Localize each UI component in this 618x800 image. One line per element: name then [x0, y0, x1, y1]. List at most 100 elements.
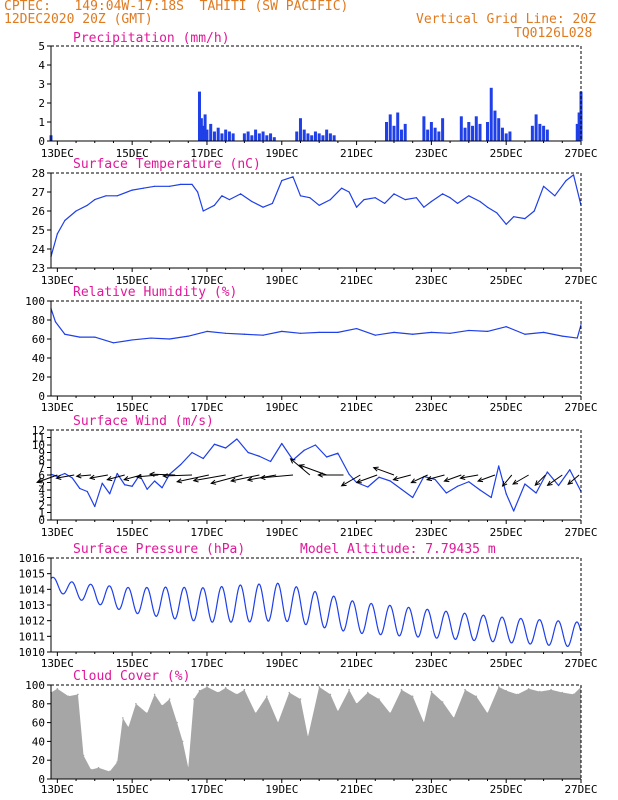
cloud-cover-point — [441, 701, 444, 703]
series-point — [131, 189, 133, 191]
wind-vector-head — [75, 473, 82, 479]
precip-bar — [199, 118, 203, 141]
x-tick-label: 23DEC — [415, 274, 448, 287]
x-tick-label: 25DEC — [490, 783, 523, 796]
precip-bar — [203, 114, 207, 141]
cloud-cover-point — [116, 761, 119, 763]
cloud-cover-point — [516, 693, 519, 696]
series-point — [412, 333, 414, 335]
cloud-cover-point — [561, 691, 564, 694]
y-tick-label: 4 — [38, 484, 45, 497]
y-tick-label: 40 — [32, 352, 45, 365]
y-tick-label: 100 — [25, 679, 45, 692]
series-line — [50, 174, 582, 257]
y-tick-label: 0 — [38, 514, 45, 527]
precip-bar — [489, 87, 493, 141]
series-point — [430, 200, 432, 203]
x-tick-label: 17DEC — [190, 783, 223, 796]
cloud-cover-point — [187, 766, 190, 769]
panel-2: 23 24 25 26 27 28 13DEC 15DEC 17DEC 19DEC 21DEC 23D… — [32, 157, 598, 287]
x-tick-label: 19DEC — [265, 274, 298, 287]
wind-vector — [36, 474, 58, 483]
series-point — [109, 493, 111, 495]
series-point — [202, 210, 204, 212]
wind-vector-head — [476, 477, 484, 483]
y-tick-label: 12 — [32, 424, 45, 437]
precip-bar — [313, 131, 317, 141]
cloud-cover-point — [355, 703, 358, 705]
series-point — [572, 174, 575, 176]
y-tick-label: 80 — [32, 698, 45, 711]
cloud-cover-point — [348, 688, 350, 691]
series-point — [299, 195, 302, 197]
cloud-cover-point — [193, 698, 195, 700]
wind-vector — [90, 474, 108, 479]
series-point — [281, 330, 283, 332]
wind-vector-head — [35, 478, 43, 484]
cloud-cover-point — [318, 686, 320, 688]
series-point — [326, 456, 328, 458]
cloud-cover-point — [411, 695, 414, 698]
x-tick-label: 19DEC — [265, 526, 298, 539]
series-point — [240, 193, 242, 195]
series-line — [50, 308, 582, 344]
series-point — [393, 331, 395, 333]
y-tick-label: 0 — [38, 135, 45, 148]
series-point — [468, 195, 470, 197]
precip-bar — [242, 133, 246, 141]
series-point — [303, 449, 305, 451]
precip-bar — [530, 125, 534, 141]
x-tick-label: 25DEC — [490, 657, 523, 670]
x-tick-label: 15DEC — [116, 274, 149, 287]
x-tick-label: 27DEC — [564, 526, 597, 539]
cloud-cover-point — [90, 768, 92, 771]
precip-bar — [538, 123, 542, 141]
precip-bar — [485, 122, 489, 141]
x-tick-label: 27DEC — [564, 401, 597, 414]
wind-vector — [534, 474, 546, 486]
x-tick-label: 21DEC — [340, 526, 373, 539]
y-tick-label: 28 — [32, 167, 45, 180]
precip-bar — [227, 131, 231, 141]
cloud-cover-area — [51, 686, 581, 779]
series-point — [412, 496, 414, 499]
series-point — [367, 486, 369, 488]
cloud-cover-point — [82, 754, 85, 757]
y-tick-label: 20 — [32, 754, 45, 767]
wind-vector-head — [410, 478, 417, 484]
cloud-cover-point — [217, 691, 219, 694]
cloud-cover-point — [277, 721, 279, 724]
precip-bar — [433, 127, 437, 141]
precip-bar — [306, 133, 310, 141]
x-tick-label: 23DEC — [415, 526, 448, 539]
wind-vector — [56, 474, 75, 479]
y-tick-label: 2 — [38, 499, 45, 512]
x-tick-label: 15DEC — [116, 401, 149, 414]
series-point — [355, 206, 358, 208]
wind-vector-head — [289, 458, 296, 464]
cloud-cover-point — [337, 710, 339, 713]
series-point — [168, 185, 171, 187]
x-tick-label: 27DEC — [564, 274, 597, 287]
wind-vector — [76, 474, 92, 477]
cloud-cover-point — [122, 717, 124, 719]
y-tick-label: 1015 — [19, 568, 46, 581]
panel-title: Precipitation (mm/h) — [73, 31, 230, 46]
precip-bar — [459, 116, 463, 141]
precip-bar — [441, 118, 445, 141]
x-tick-label: 25DEC — [490, 401, 523, 414]
cloud-cover-point — [254, 712, 257, 714]
precip-bar — [478, 123, 482, 141]
cloud-cover-point — [423, 721, 425, 724]
wind-vector-head — [567, 479, 574, 485]
series-point — [449, 197, 451, 199]
series-point — [150, 337, 152, 339]
series-point — [64, 472, 66, 475]
wind-vector-head — [372, 466, 379, 472]
series-point — [236, 438, 238, 440]
precip-bar — [500, 127, 504, 141]
y-tick-label: 1013 — [19, 599, 46, 612]
y-tick-label: 1 — [38, 507, 45, 520]
series-point — [101, 482, 103, 484]
